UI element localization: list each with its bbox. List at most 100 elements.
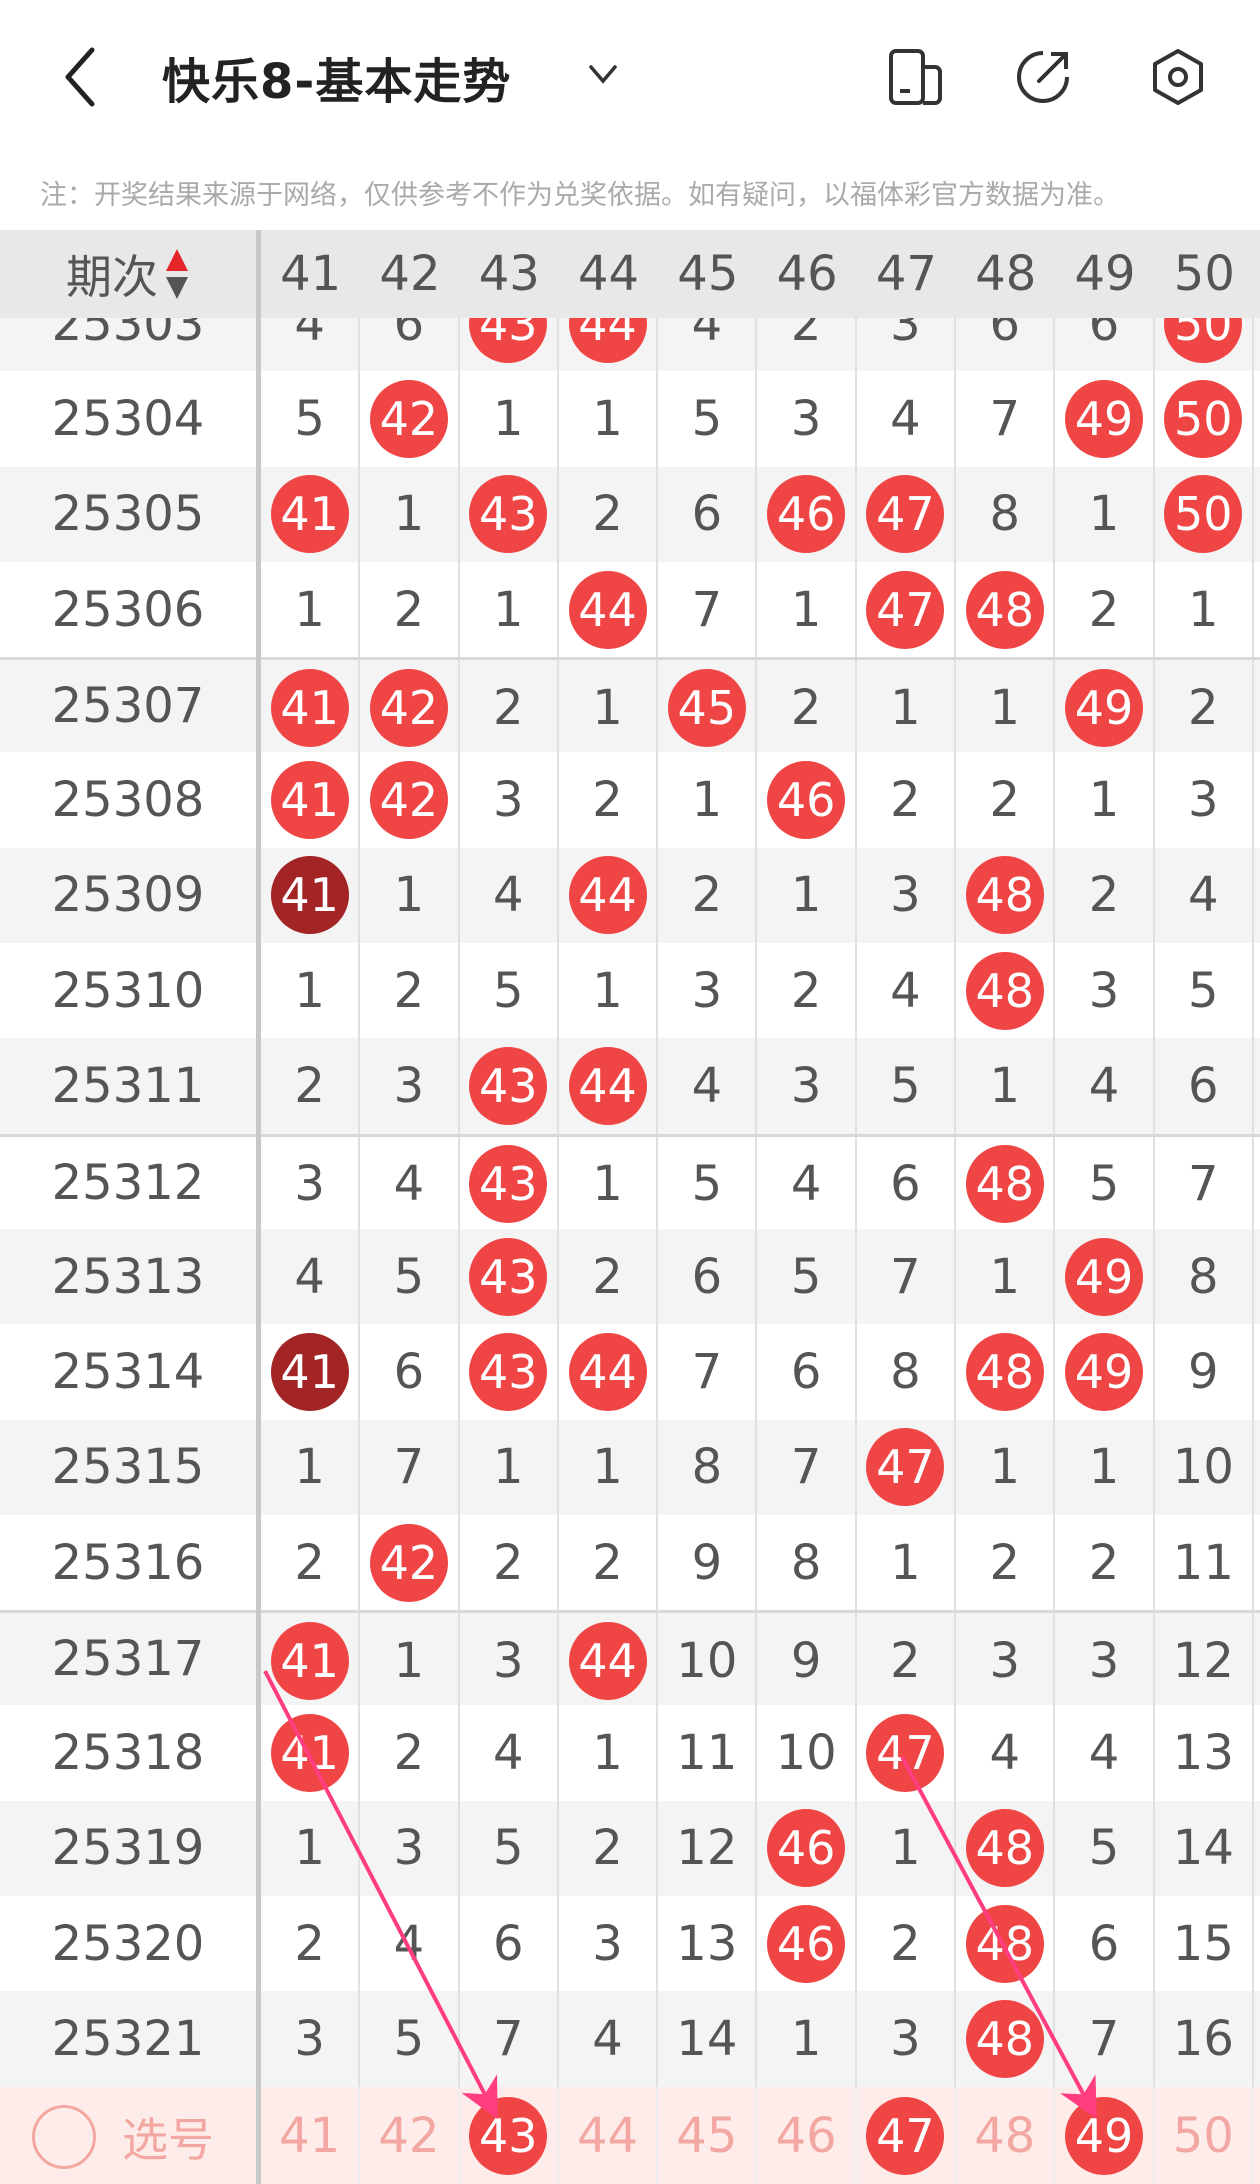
table-cell[interactable]: 6 (658, 1229, 758, 1325)
table-cell[interactable]: 4 (460, 1705, 559, 1801)
table-cell[interactable]: 5 (857, 1038, 957, 1134)
table-cell[interactable]: 4 (857, 371, 957, 467)
table-cell[interactable]: 1 (956, 1229, 1056, 1325)
table-cell[interactable]: 9 (1155, 1324, 1254, 1420)
table-cell[interactable]: 8 (857, 1324, 957, 1420)
table-cell[interactable]: 7 (658, 561, 758, 658)
settings-icon[interactable] (1148, 47, 1208, 107)
table-cell[interactable]: 1 (956, 660, 1056, 756)
table-cell[interactable]: 5 (261, 371, 361, 467)
chevron-left-icon[interactable] (58, 42, 108, 112)
table-cell[interactable]: 3 (460, 1613, 559, 1709)
table-cell[interactable]: 2 (460, 660, 559, 756)
table-cell[interactable]: 2 (460, 1514, 559, 1611)
table-cell[interactable]: 1 (757, 847, 857, 944)
table-cell[interactable]: 2 (360, 561, 460, 658)
table-cell[interactable]: 2 (1055, 561, 1155, 658)
table-cell[interactable]: 3 (757, 1038, 857, 1134)
table-cell[interactable]: 47 (857, 1705, 957, 1801)
table-cell[interactable]: 2 (559, 1229, 659, 1325)
pick-number-42[interactable]: 42 (360, 2087, 460, 2184)
table-cell[interactable]: 2 (261, 1896, 361, 1992)
table-cell[interactable]: 48 (956, 561, 1056, 658)
table-cell[interactable]: 1 (559, 1419, 659, 1515)
pick-number-49[interactable]: 49 (1055, 2087, 1155, 2184)
column-header-48[interactable]: 48 (975, 246, 1037, 302)
table-cell[interactable]: 1 (1055, 466, 1155, 562)
column-header-41[interactable]: 41 (280, 246, 342, 302)
table-cell[interactable]: 2 (658, 847, 758, 944)
table-cell[interactable]: 4 (261, 318, 361, 372)
table-cell[interactable]: 8 (956, 466, 1056, 562)
table-cell[interactable]: 41 (261, 1613, 361, 1709)
table-cell[interactable]: 48 (956, 1136, 1056, 1232)
table-cell[interactable]: 2 (559, 1514, 659, 1611)
table-cell[interactable]: 41 (261, 1705, 361, 1801)
table-cell[interactable]: 6 (956, 318, 1056, 372)
table-cell[interactable]: 6 (757, 1324, 857, 1420)
table-cell[interactable]: 43 (460, 1038, 559, 1134)
table-cell[interactable]: 8 (658, 1419, 758, 1515)
selected-number-ball[interactable]: 47 (866, 2096, 945, 2175)
table-cell[interactable]: 1 (1155, 561, 1254, 658)
table-cell[interactable]: 16 (1155, 1991, 1254, 2087)
table-cell[interactable]: 1 (658, 752, 758, 848)
table-cell[interactable]: 1 (360, 466, 460, 562)
table-cell[interactable]: 48 (956, 1896, 1056, 1992)
table-cell[interactable]: 41 (261, 660, 361, 756)
table-cell[interactable]: 49 (1055, 1324, 1155, 1420)
table-cell[interactable]: 8 (757, 1514, 857, 1611)
table-cell[interactable]: 3 (460, 752, 559, 848)
table-cell[interactable]: 6 (1155, 1038, 1254, 1134)
table-cell[interactable]: 48 (956, 1324, 1056, 1420)
pick-number-45[interactable]: 45 (658, 2087, 758, 2184)
table-cell[interactable]: 42 (360, 371, 460, 467)
table-cell[interactable]: 5 (658, 371, 758, 467)
table-cell[interactable]: 6 (1055, 1896, 1155, 1992)
table-cell[interactable]: 2 (261, 1038, 361, 1134)
table-cell[interactable]: 47 (857, 1419, 957, 1515)
table-cell[interactable]: 50 (1155, 371, 1254, 467)
table-cell[interactable]: 5 (360, 1229, 460, 1325)
pick-toggle[interactable]: 选号 (32, 2104, 214, 2170)
table-cell[interactable]: 1 (1055, 752, 1155, 848)
table-cell[interactable]: 1 (559, 943, 659, 1039)
table-cell[interactable]: 2 (559, 466, 659, 562)
table-cell[interactable]: 3 (261, 1991, 361, 2087)
table-cell[interactable]: 42 (360, 1514, 460, 1611)
pick-number-43[interactable]: 43 (460, 2087, 559, 2184)
issue-column-header[interactable]: 期次 (0, 230, 256, 318)
table-cell[interactable]: 8 (1155, 1229, 1254, 1325)
table-cell[interactable]: 44 (559, 1324, 659, 1420)
table-cell[interactable]: 1 (559, 371, 659, 467)
table-cell[interactable]: 43 (460, 1229, 559, 1325)
table-cell[interactable]: 3 (1155, 752, 1254, 848)
table-cell[interactable]: 49 (1055, 1229, 1155, 1325)
table-cell[interactable]: 4 (360, 1136, 460, 1232)
table-cell[interactable]: 49 (1055, 660, 1155, 756)
table-cell[interactable]: 3 (360, 1800, 460, 1897)
table-cell[interactable]: 2 (956, 752, 1056, 848)
table-cell[interactable]: 2 (1055, 1514, 1155, 1611)
pick-number-41[interactable]: 41 (261, 2087, 361, 2184)
table-cell[interactable]: 43 (460, 1136, 559, 1232)
table-cell[interactable]: 12 (1155, 1613, 1254, 1709)
table-cell[interactable]: 3 (658, 943, 758, 1039)
table-cell[interactable]: 2 (757, 318, 857, 372)
table-cell[interactable]: 3 (1055, 1613, 1155, 1709)
column-header-46[interactable]: 46 (776, 246, 838, 302)
table-cell[interactable]: 2 (559, 1800, 659, 1897)
table-cell[interactable]: 10 (658, 1613, 758, 1709)
table-cell[interactable]: 1 (460, 561, 559, 658)
table-cell[interactable]: 1 (857, 1800, 957, 1897)
table-cell[interactable]: 44 (559, 847, 659, 944)
table-cell[interactable]: 9 (757, 1613, 857, 1709)
table-cell[interactable]: 3 (956, 1613, 1056, 1709)
table-cell[interactable]: 1 (956, 1419, 1056, 1515)
table-cell[interactable]: 3 (757, 371, 857, 467)
table-cell[interactable]: 5 (460, 1800, 559, 1897)
table-cell[interactable]: 2 (360, 943, 460, 1039)
radio-circle-icon[interactable] (32, 2105, 96, 2169)
table-cell[interactable]: 41 (261, 466, 361, 562)
table-cell[interactable]: 50 (1155, 318, 1254, 372)
